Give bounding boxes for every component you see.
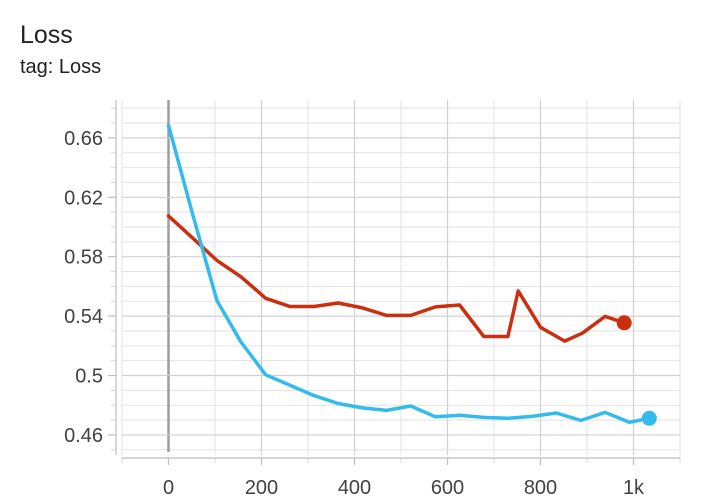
x-tick-label: 800 — [524, 477, 557, 498]
x-tick-label: 1k — [623, 477, 645, 498]
chart-subtitle: tag: Loss — [20, 56, 102, 78]
y-tick-label: 0.5 — [75, 366, 103, 388]
x-tick-label: 600 — [431, 477, 464, 498]
series-end-marker-2 — [641, 410, 657, 426]
series-end-marker-1 — [616, 315, 632, 331]
x-tick-label: 200 — [245, 477, 278, 498]
y-tick-label: 0.54 — [64, 306, 103, 328]
series-line-2 — [166, 123, 652, 425]
x-tick-label: 0 — [163, 477, 174, 498]
y-tick-label: 0.62 — [64, 187, 103, 209]
chart-title: Loss — [20, 21, 73, 49]
y-tick-label: 0.58 — [64, 247, 103, 269]
series-line-1 — [166, 214, 626, 343]
y-tick-label: 0.66 — [64, 128, 103, 150]
y-tick-label: 0.46 — [64, 425, 103, 447]
x-tick-label: 400 — [338, 477, 371, 498]
